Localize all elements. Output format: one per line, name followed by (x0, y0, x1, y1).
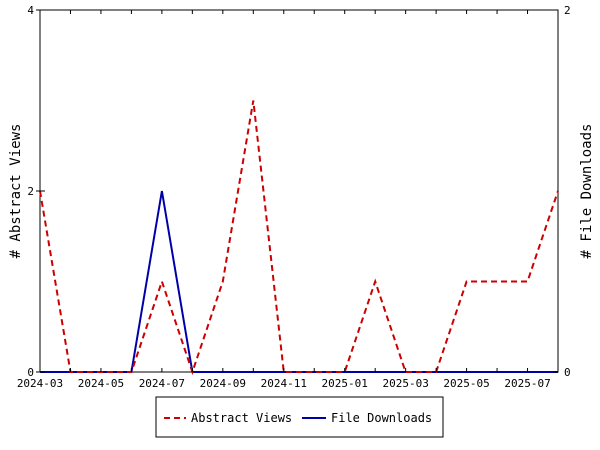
plot-area (39, 9, 559, 373)
y-right-tick-label: 2 (564, 4, 571, 17)
y-left-tick-label: 0 (27, 366, 34, 379)
x-tick-label: 2024-11 (261, 377, 307, 390)
x-tick-label: 2024-09 (200, 377, 246, 390)
x-tick-label: 2025-03 (382, 377, 428, 390)
x-tick-label: 2024-07 (139, 377, 185, 390)
axis-labels: 2024-03 2024-05 2024-07 2024-09 2024-11 2025-… (8, 4, 595, 390)
axis-ticks (36, 9, 559, 373)
y-left-tick-label: 2 (27, 185, 34, 198)
series-line-file-downloads (40, 190, 558, 373)
x-tick-label: 2024-05 (78, 377, 124, 390)
legend-label: File Downloads (331, 411, 432, 425)
plot-frame (39, 9, 559, 373)
x-tick-label: 2025-01 (322, 377, 368, 390)
y-left-tick-label: 4 (27, 4, 34, 17)
y-right-tick-label: 0 (564, 366, 571, 379)
series-line-abstract-views (39, 100, 559, 376)
y-left-axis-title: # Abstract Views (8, 124, 24, 259)
series-lines (39, 100, 559, 376)
x-tick-label: 2025-05 (443, 377, 489, 390)
legend-label: Abstract Views (191, 411, 292, 425)
legend: Abstract Views File Downloads (155, 396, 444, 438)
legend-box (155, 396, 444, 438)
x-tick-label: 2024-03 (17, 377, 63, 390)
x-tick-label: 2025-07 (504, 377, 550, 390)
y-right-axis-title: # File Downloads (579, 124, 595, 259)
